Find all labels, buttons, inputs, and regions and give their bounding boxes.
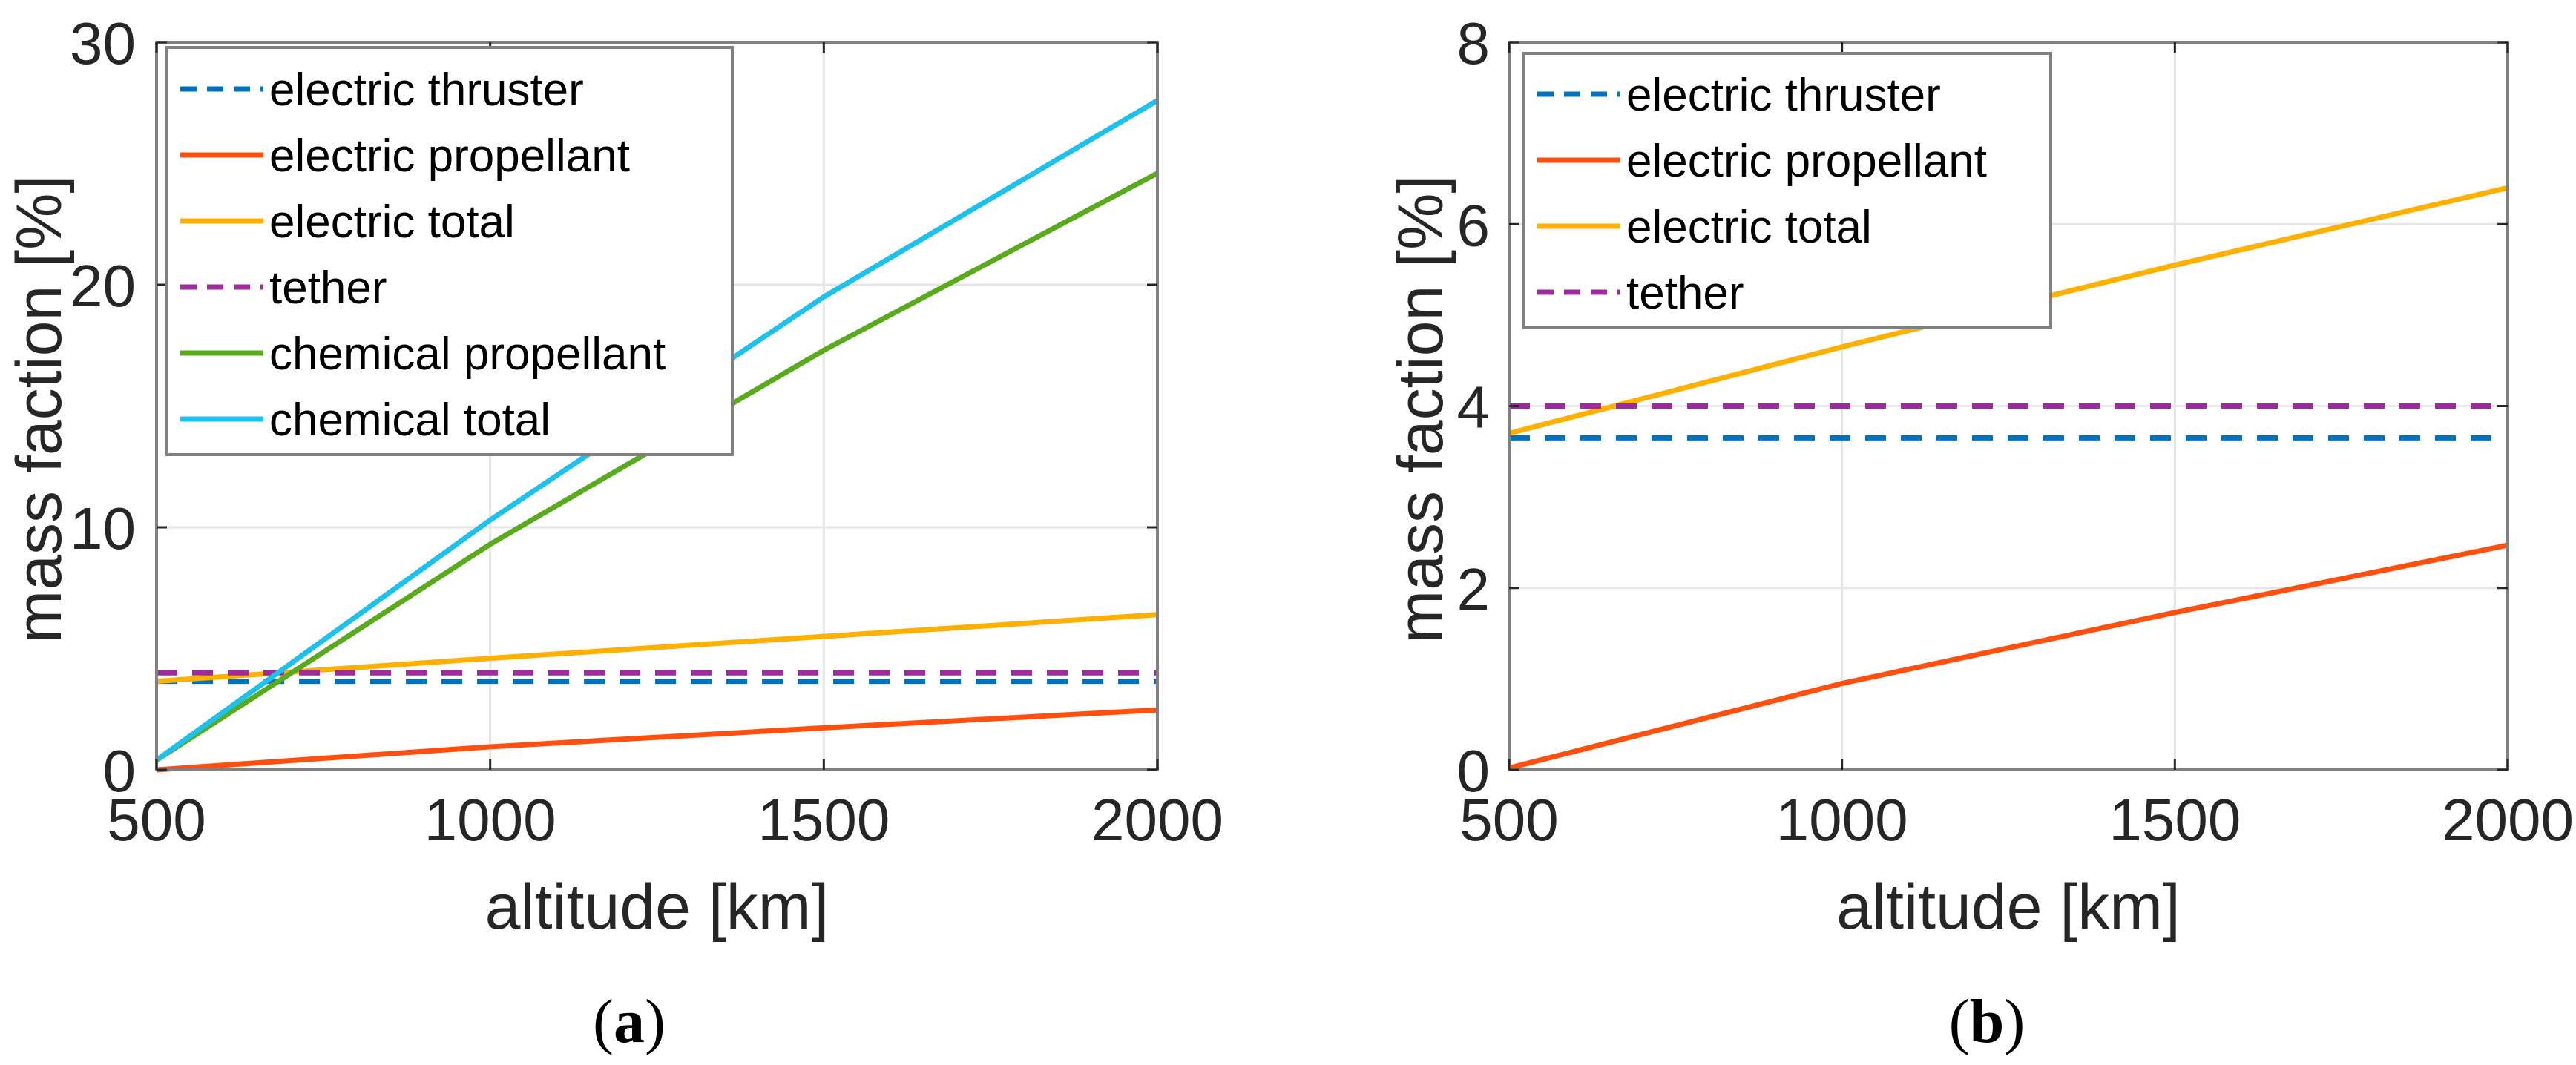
legend-entry: electric thruster <box>1626 70 1941 121</box>
x-axis-label: altitude [km] <box>1836 871 2181 943</box>
y-tick-label: 8 <box>1457 10 1491 76</box>
series-line-electric-propellant <box>156 707 1158 773</box>
y-tick-label: 2 <box>1457 556 1491 622</box>
caption-paren: ( <box>1949 987 1970 1056</box>
caption-paren: ( <box>593 987 614 1056</box>
legend-box <box>165 46 734 456</box>
y-axis-label: mass faction [%] <box>1385 176 1456 644</box>
x-tick-label: 500 <box>107 787 206 853</box>
legend-entry: electric propellant <box>1626 136 1987 187</box>
y-tick-label: 30 <box>70 10 136 76</box>
chart-panel-b: 500 1000 1500 2000 0 2 4 6 8 altitude [km] mass fa… <box>1385 10 2574 1056</box>
legend-entry: electric total <box>1626 202 1872 253</box>
caption-letter: b <box>1970 987 2005 1056</box>
y-tick-label: 10 <box>70 495 136 561</box>
x-tick-label: 1500 <box>758 787 890 853</box>
y-tick-label: 0 <box>1457 738 1491 804</box>
y-axis-label: mass faction [%] <box>4 176 75 644</box>
caption-letter: a <box>614 987 645 1056</box>
y-tick-label: 20 <box>70 253 136 319</box>
legend-entry: chemical total <box>269 395 551 446</box>
caption-paren: ) <box>2004 987 2025 1056</box>
x-tick-label: 1000 <box>424 787 556 853</box>
legend-entry: chemical propellant <box>269 329 666 380</box>
legend-entry: tether <box>1626 268 1744 319</box>
panel-caption: (a) <box>593 987 666 1056</box>
legend-entry: electric thruster <box>269 65 584 116</box>
y-tick-label: 6 <box>1457 192 1491 258</box>
x-tick-label: 1000 <box>1776 787 1908 853</box>
legend: electric thruster electric propellant elec… <box>1522 52 2052 329</box>
legend-entry: electric propellant <box>269 131 630 182</box>
legend: electric thruster electric propellant elec… <box>165 46 734 456</box>
x-tick-label: 2000 <box>2442 787 2574 853</box>
series-line-electric-total <box>156 612 1158 685</box>
caption-paren: ) <box>645 987 666 1056</box>
legend-entry: electric total <box>269 197 515 248</box>
legend-box <box>1522 52 2052 329</box>
x-axis-label: altitude [km] <box>485 871 829 943</box>
chart-panel-a: 500 1000 1500 2000 0 10 20 30 altitude [km] mass … <box>4 10 1223 1056</box>
y-tick-label: 0 <box>103 738 137 804</box>
x-tick-label: 1500 <box>2109 787 2241 853</box>
panel-caption: (b) <box>1949 987 2025 1056</box>
x-tick-label: 2000 <box>1091 787 1223 853</box>
x-tick-label: 500 <box>1459 787 1558 853</box>
axes-box <box>155 41 1159 771</box>
legend-entry: tether <box>269 263 387 314</box>
series-line-electric-propellant <box>1508 542 2508 771</box>
y-tick-label: 4 <box>1457 375 1491 441</box>
